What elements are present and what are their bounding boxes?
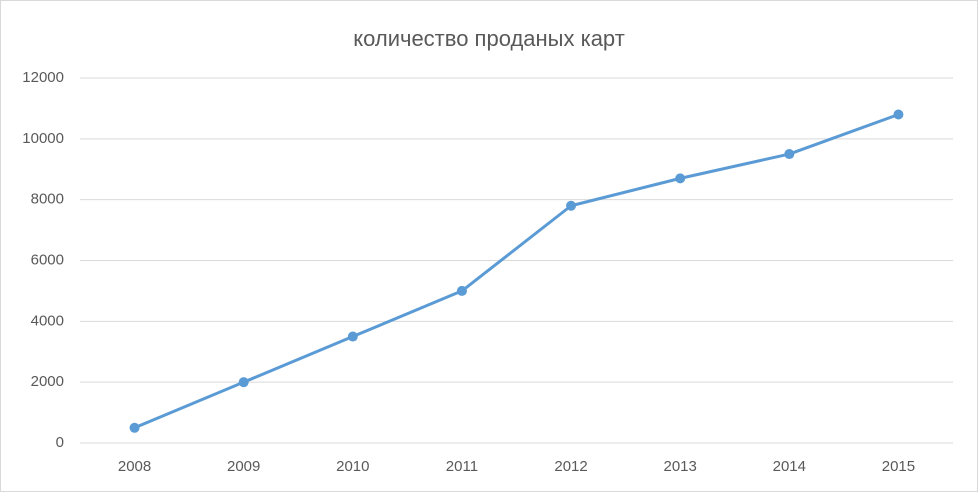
y-tick-label: 0 xyxy=(56,434,64,451)
data-point xyxy=(456,285,467,296)
data-point xyxy=(784,149,795,160)
chart-title: количество проданых карт xyxy=(353,26,625,51)
x-tick-label: 2012 xyxy=(554,458,587,475)
x-tick-label: 2014 xyxy=(773,458,806,475)
y-tick-label: 12000 xyxy=(22,69,64,86)
y-tick-label: 2000 xyxy=(31,373,64,390)
data-point xyxy=(129,422,140,433)
x-tick-label: 2010 xyxy=(336,458,369,475)
data-point xyxy=(675,173,686,184)
x-tick-label: 2008 xyxy=(118,458,151,475)
y-tick-label: 10000 xyxy=(22,130,64,147)
data-point xyxy=(238,377,249,388)
data-point xyxy=(347,331,358,342)
y-tick-label: 4000 xyxy=(31,312,64,329)
x-tick-label: 2011 xyxy=(446,458,478,475)
x-tick-label: 2013 xyxy=(664,458,697,475)
x-tick-label: 2009 xyxy=(227,458,260,475)
y-tick-label: 6000 xyxy=(31,251,64,268)
data-point xyxy=(566,200,577,211)
series-line xyxy=(133,113,899,430)
x-tick-label: 2015 xyxy=(882,458,915,475)
y-tick-label: 8000 xyxy=(31,191,64,208)
data-point xyxy=(893,109,904,120)
